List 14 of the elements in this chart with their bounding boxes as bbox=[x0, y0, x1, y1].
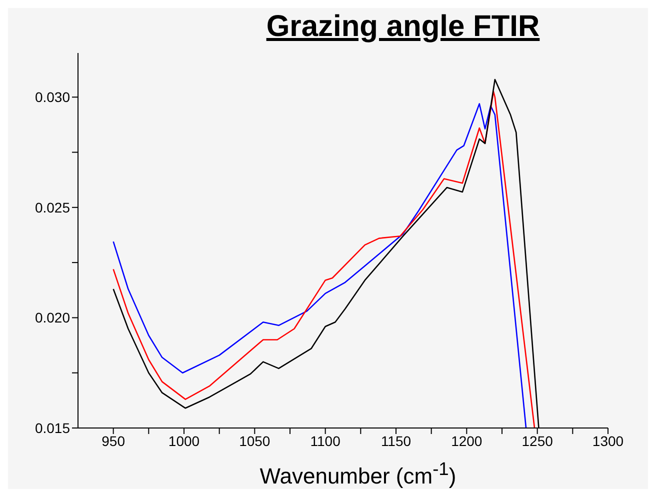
y-tick-label: 0.030 bbox=[34, 89, 70, 106]
x-tick-label: 950 bbox=[102, 432, 126, 449]
x-tick-label: 1050 bbox=[239, 432, 270, 449]
y-tick-label: 0.020 bbox=[34, 310, 70, 326]
y-tick-label: 0.025 bbox=[34, 199, 70, 216]
y-tick-label: 0.015 bbox=[34, 420, 70, 436]
x-tick-label: 1000 bbox=[168, 432, 200, 449]
x-tick-label: 1300 bbox=[592, 432, 624, 449]
x-tick-label: 1250 bbox=[522, 432, 554, 449]
x-axis-title: Wavenumber (cm$^{-1}$) bbox=[258, 458, 458, 490]
x-tick-label: 1150 bbox=[380, 432, 412, 449]
x-tick-label: 1100 bbox=[310, 432, 341, 449]
chart-title: Grazing angle FTIR bbox=[265, 9, 541, 45]
x-tick-label: 1200 bbox=[451, 432, 482, 449]
